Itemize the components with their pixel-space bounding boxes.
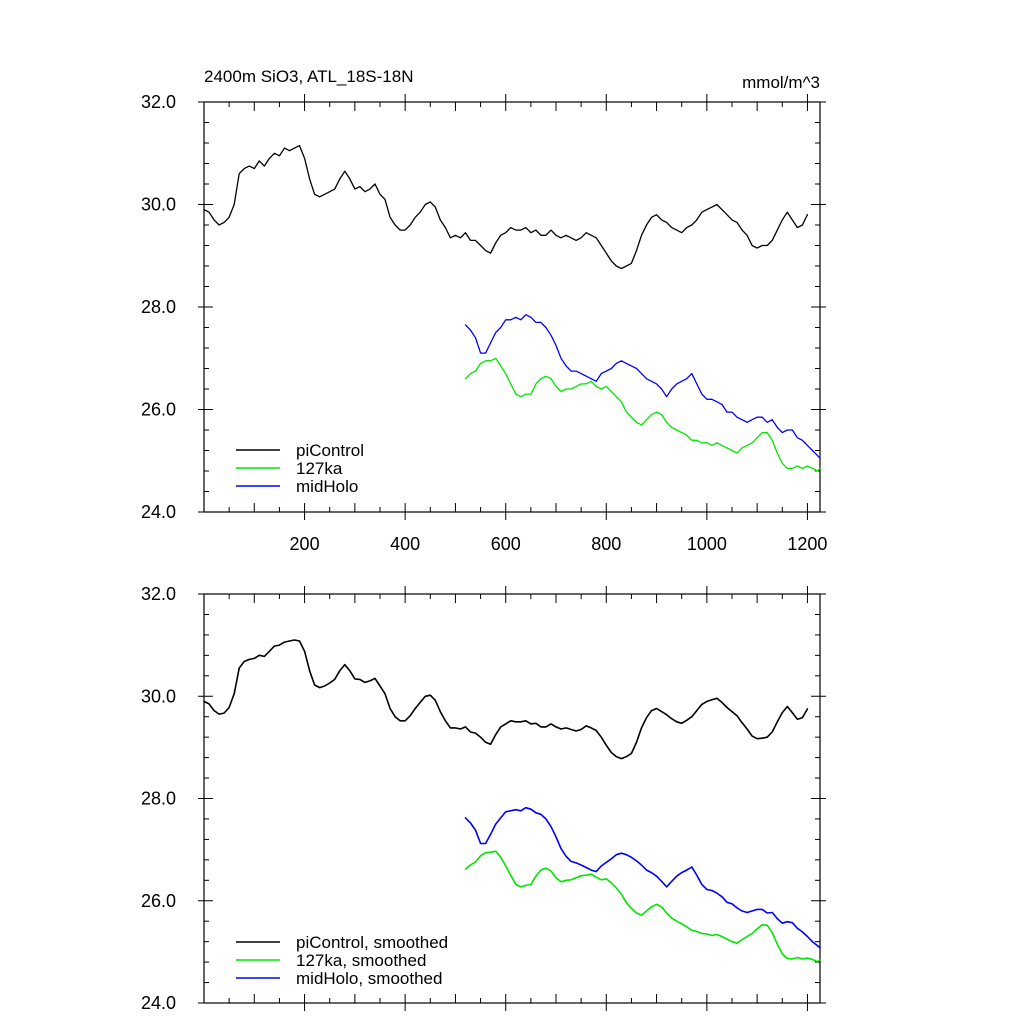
series-line-127ka-smoothed — [464, 850, 821, 963]
title-left: 2400m SiO3, ATL_18S-18N — [204, 67, 413, 86]
y-tick-label: 24.0 — [141, 993, 176, 1013]
x-tick-label: 1000 — [687, 534, 727, 554]
x-tick-label: 800 — [591, 534, 621, 554]
y-tick-label: 26.0 — [141, 891, 176, 911]
x-tick-label: 200 — [290, 534, 320, 554]
legend-label: 127ka, smoothed — [296, 951, 426, 970]
y-tick-label: 30.0 — [141, 195, 176, 215]
x-tick-label: 400 — [390, 534, 420, 554]
y-tick-label: 32.0 — [141, 584, 176, 604]
y-tick-label: 28.0 — [141, 297, 176, 317]
series-line-picontrol-smoothed — [203, 639, 809, 760]
x-tick-label: 600 — [491, 534, 521, 554]
series-line-midholo — [464, 314, 821, 459]
legend-label: 127ka — [296, 459, 343, 478]
series-line-picontrol — [203, 144, 809, 270]
legend-label: piControl, smoothed — [296, 933, 448, 952]
panel-top: 200 400 600 800 1000 1200 24.0 26.0 28.0 30.0 32.0… — [141, 92, 827, 554]
x-tick-label: 1200 — [787, 534, 827, 554]
y-tick-label: 28.0 — [141, 789, 176, 809]
title-units: mmol/m^3 — [742, 73, 820, 92]
series-line-127ka — [464, 357, 821, 472]
legend-label: midHolo — [296, 477, 358, 496]
y-tick-label: 26.0 — [141, 400, 176, 420]
legend-label: piControl — [296, 441, 364, 460]
series-line-midholo-smoothed — [464, 806, 821, 949]
panel-bottom: 24.0 26.0 28.0 30.0 32.0 piControl, smoothed1… — [141, 584, 826, 1013]
y-tick-label: 32.0 — [141, 92, 176, 112]
y-tick-label: 24.0 — [141, 502, 176, 522]
legend-label: midHolo, smoothed — [296, 969, 442, 988]
y-tick-label: 30.0 — [141, 686, 176, 706]
